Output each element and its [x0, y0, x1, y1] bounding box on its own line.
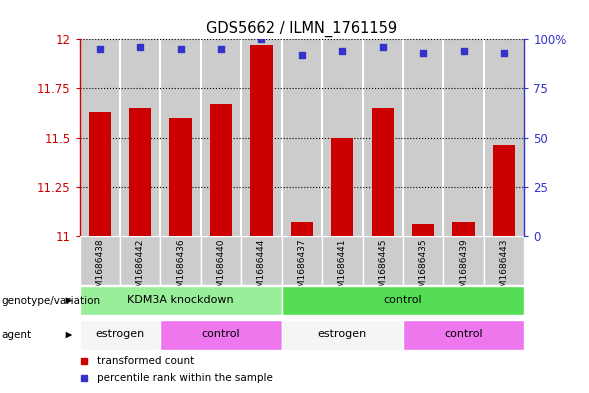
- Text: GSM1686444: GSM1686444: [257, 238, 266, 299]
- Point: [257, 36, 266, 42]
- Bar: [282, 236, 322, 285]
- Text: percentile rank within the sample: percentile rank within the sample: [97, 373, 273, 384]
- Bar: [444, 236, 484, 285]
- Bar: [403, 39, 444, 236]
- Bar: [160, 236, 201, 285]
- Text: GSM1686438: GSM1686438: [95, 238, 104, 299]
- Point: [216, 46, 226, 52]
- Text: GSM1686440: GSM1686440: [217, 238, 226, 299]
- Point: [297, 52, 307, 58]
- Text: KDM3A knockdown: KDM3A knockdown: [127, 295, 234, 305]
- Text: estrogen: estrogen: [95, 329, 144, 340]
- Bar: [160, 320, 282, 350]
- Bar: [160, 39, 201, 236]
- Bar: [80, 39, 120, 236]
- Bar: [362, 236, 403, 285]
- Bar: [282, 39, 322, 236]
- Bar: [322, 39, 362, 236]
- Bar: [372, 108, 394, 236]
- Text: GSM1686441: GSM1686441: [337, 238, 347, 299]
- Text: GSM1686439: GSM1686439: [459, 238, 468, 299]
- Bar: [250, 45, 273, 236]
- Bar: [322, 236, 362, 285]
- Point: [499, 50, 509, 56]
- Text: GSM1686436: GSM1686436: [176, 238, 185, 299]
- Text: GSM1686445: GSM1686445: [378, 238, 387, 299]
- Bar: [201, 39, 241, 236]
- Bar: [484, 236, 524, 285]
- Bar: [484, 39, 524, 236]
- Bar: [282, 320, 403, 350]
- Bar: [80, 320, 160, 350]
- Text: GSM1686442: GSM1686442: [135, 238, 145, 299]
- Bar: [291, 222, 313, 236]
- Text: control: control: [444, 329, 483, 340]
- Bar: [241, 39, 282, 236]
- Point: [418, 50, 428, 56]
- Bar: [120, 39, 160, 236]
- Bar: [403, 320, 524, 350]
- Bar: [80, 236, 120, 285]
- Bar: [80, 286, 282, 315]
- Point: [176, 46, 186, 52]
- Bar: [201, 236, 241, 285]
- Bar: [331, 138, 353, 236]
- Text: control: control: [383, 295, 422, 305]
- Bar: [170, 118, 191, 236]
- Text: transformed count: transformed count: [97, 356, 194, 367]
- Bar: [452, 222, 475, 236]
- Point: [95, 46, 104, 52]
- Bar: [362, 39, 403, 236]
- Bar: [120, 236, 160, 285]
- Text: estrogen: estrogen: [317, 329, 367, 340]
- Point: [378, 44, 388, 50]
- Bar: [241, 236, 282, 285]
- Text: genotype/variation: genotype/variation: [1, 296, 100, 306]
- Bar: [88, 112, 111, 236]
- Bar: [282, 286, 524, 315]
- Point: [135, 44, 145, 50]
- Text: GSM1686437: GSM1686437: [297, 238, 306, 299]
- Bar: [444, 39, 484, 236]
- Text: GSM1686435: GSM1686435: [419, 238, 428, 299]
- Bar: [493, 145, 515, 236]
- Bar: [129, 108, 151, 236]
- Text: GSM1686443: GSM1686443: [499, 238, 508, 299]
- Title: GDS5662 / ILMN_1761159: GDS5662 / ILMN_1761159: [206, 20, 398, 37]
- Bar: [210, 104, 232, 236]
- Text: agent: agent: [1, 330, 31, 340]
- Bar: [403, 236, 444, 285]
- Point: [337, 48, 347, 54]
- Bar: [412, 224, 434, 236]
- Point: [459, 48, 468, 54]
- Text: control: control: [201, 329, 240, 340]
